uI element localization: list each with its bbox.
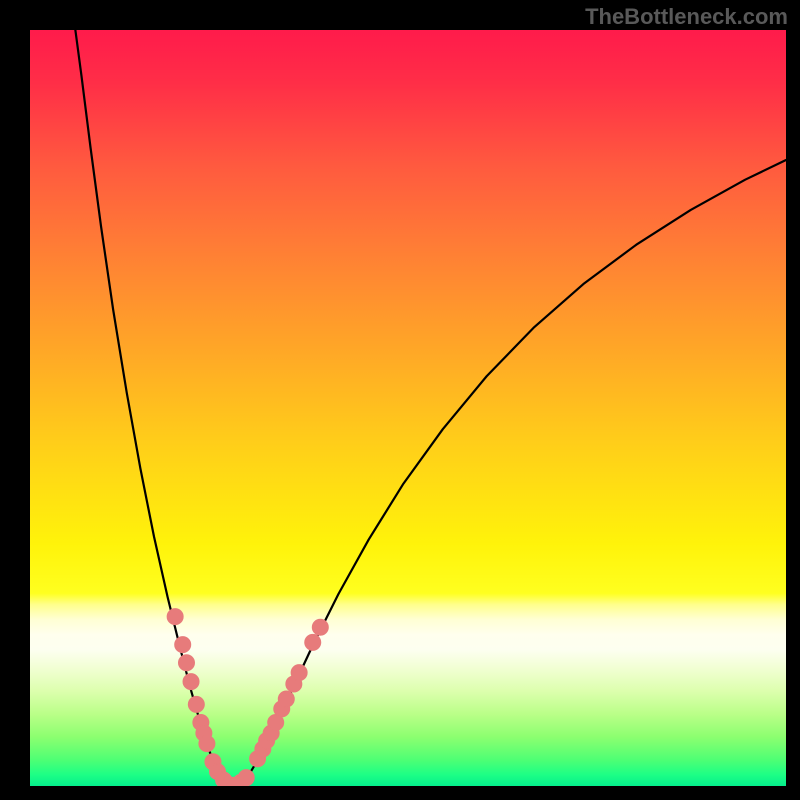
border-left xyxy=(0,0,30,800)
data-marker xyxy=(238,770,254,786)
data-marker xyxy=(305,634,321,650)
data-marker xyxy=(312,619,328,635)
data-marker xyxy=(199,736,215,752)
data-marker xyxy=(278,691,294,707)
data-marker xyxy=(291,665,307,681)
data-marker xyxy=(175,637,191,653)
bottleneck-chart xyxy=(0,0,800,800)
chart-frame: { "watermark": { "text": "TheBottleneck.… xyxy=(0,0,800,800)
gradient-background xyxy=(30,30,786,786)
border-right xyxy=(786,0,800,800)
border-bottom xyxy=(0,786,800,800)
data-marker xyxy=(183,674,199,690)
data-marker xyxy=(167,609,183,625)
data-marker xyxy=(188,696,204,712)
watermark-text: TheBottleneck.com xyxy=(585,4,788,30)
data-marker xyxy=(178,655,194,671)
